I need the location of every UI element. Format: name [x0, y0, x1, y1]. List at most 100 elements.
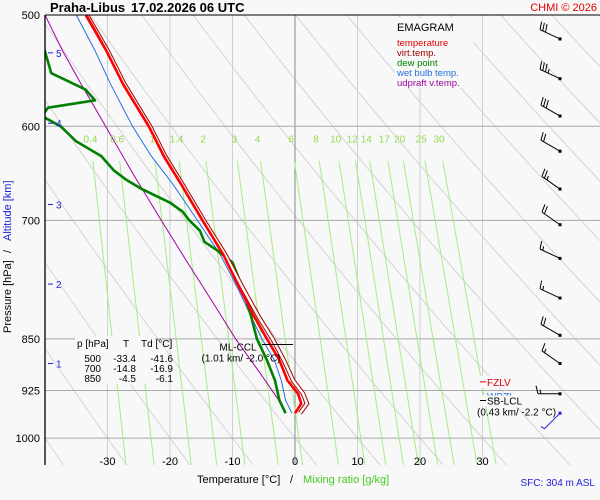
- wind-barb-station-dot: [558, 333, 562, 337]
- dry-adiabat-line: [295, 15, 600, 366]
- legend-virt-temp: virt.temp.: [397, 48, 436, 59]
- mixing-ratio-label: 20: [394, 134, 406, 145]
- wind-barb-flag: [545, 23, 548, 33]
- wind-barb-staff: [539, 29, 561, 40]
- mixing-ratio-lines: [92, 160, 497, 465]
- wind-barb: [541, 168, 562, 191]
- wind-barb-flag: [543, 98, 547, 107]
- wind-barb-flag: [540, 132, 544, 141]
- mixing-ratio-line: [119, 160, 155, 465]
- dry-adiabat-line: [141, 15, 508, 465]
- wind-barb-staff: [544, 412, 561, 430]
- datetime-title: 17.02.2026 06 UTC: [131, 0, 245, 15]
- y-tick-label: 1000: [16, 433, 40, 445]
- mixing-ratio-line: [260, 160, 304, 465]
- wind-barb-flag: [540, 316, 544, 325]
- y-tick-label: 600: [22, 121, 40, 133]
- table-cell-dewpoint: -16.9: [150, 364, 173, 375]
- annotations: 0.4 0.6 1 1.4 2 3 4 6 8 10 12 14 17 20 25 30 ML-CCL(1.01…: [84, 134, 557, 418]
- legend: EMAGRAM temperature virt.temp. dew point…: [395, 18, 473, 89]
- dry-adiabat-line: [45, 347, 128, 465]
- mixing-ratio-line: [402, 160, 455, 465]
- mixing-ratio-line: [92, 160, 127, 465]
- chart-title: EMAGRAM: [397, 22, 454, 34]
- x-axis-label: Temperature [°C]: [197, 474, 280, 486]
- mixing-ratio-label: 30: [433, 134, 445, 145]
- wind-barb-station-dot: [558, 114, 562, 118]
- mixing-ratio-line: [369, 160, 419, 465]
- wind-barb-station-dot: [558, 392, 562, 396]
- mixing-ratio-label: 17: [379, 134, 391, 145]
- altitude-tick-label: 4: [56, 119, 62, 130]
- ml-ccl-label: ML-CCL: [219, 342, 257, 353]
- dry-adiabat-line: [45, 22, 381, 465]
- wind-barb-flag: [543, 133, 547, 142]
- mixing-ratio-label: 10: [330, 134, 342, 145]
- wind-barb-station-dot: [558, 149, 562, 153]
- mixing-ratio-line: [442, 160, 497, 465]
- altitude-tick-label: 2: [56, 280, 62, 291]
- table-cell-temperature: -4.5: [119, 374, 137, 385]
- dry-adiabat-line: [448, 15, 600, 182]
- wind-barb-flag: [541, 168, 546, 177]
- legend-updraft: udpraft v.temp.: [397, 78, 460, 89]
- mixing-ratio-label: 1.4: [170, 134, 184, 145]
- wind-barb-staff: [541, 350, 561, 364]
- mixing-ratio-line: [205, 160, 246, 465]
- wind-barb-half-flag: [547, 69, 550, 74]
- series-lines: [45, 15, 310, 415]
- series-line-dew-point: [45, 46, 287, 414]
- wind-barb-station-dot: [558, 223, 562, 227]
- wind-barb-flag: [535, 385, 539, 394]
- mixing-ratio-line: [154, 160, 192, 465]
- table-cell-dewpoint: -6.1: [156, 374, 174, 385]
- wind-barb-station-dot: [558, 77, 562, 81]
- wind-barb: [540, 411, 562, 430]
- mixing-ratio-line: [424, 160, 478, 465]
- x-tick-label: -20: [162, 456, 178, 468]
- wind-barb-staff: [539, 288, 561, 299]
- wind-barb-staff: [539, 248, 561, 259]
- mixing-ratio-label: 1: [150, 134, 156, 145]
- copyright-label: CHMI © 2026: [530, 2, 597, 14]
- sb-lcl-detail: (0.43 km/ -2.2 °C): [477, 408, 556, 419]
- x-tick-label: 10: [351, 456, 363, 468]
- wind-barb-flag: [540, 96, 544, 106]
- table-cell-pressure: 850: [84, 374, 101, 385]
- table-cell-temperature: -14.8: [113, 364, 136, 375]
- wind-barb-flag: [541, 343, 546, 352]
- wind-barb: [535, 385, 562, 396]
- mixing-ratio-label: 4: [255, 134, 261, 145]
- y-tick-label: 500: [22, 10, 40, 22]
- altitude-tick-label: 5: [56, 49, 62, 60]
- dry-adiabat-line: [397, 15, 600, 242]
- altitude-tick-label: 1: [56, 360, 62, 371]
- wind-barb-staff: [540, 323, 561, 336]
- y-axis-label-group: Pressure [hPa] / Altitude [km]: [2, 180, 14, 333]
- wind-barb-flag: [539, 21, 543, 30]
- wind-barbs: [535, 21, 562, 430]
- mixing-ratio-label: 0.4: [84, 134, 98, 145]
- wind-barb-half-flag: [540, 426, 545, 430]
- x-tick-label: 20: [414, 456, 426, 468]
- dry-adiabat-line: [45, 261, 191, 465]
- wind-barb-flag: [539, 61, 543, 70]
- wind-barb-half-flag: [543, 348, 547, 353]
- altitude-tick-label: 3: [56, 200, 62, 211]
- wind-barb: [541, 343, 562, 366]
- wind-barb-flag: [543, 317, 547, 326]
- y-tick-label: 700: [22, 215, 40, 227]
- wind-barb-flag: [539, 280, 543, 289]
- legend-dew-point: dew point: [397, 58, 438, 69]
- wind-barb-staff: [540, 139, 561, 152]
- wind-barb: [539, 280, 562, 300]
- y-axis-label-altitude: Altitude [km]: [2, 180, 14, 241]
- fzlv-label-bg: [478, 375, 522, 388]
- wind-barb-flag: [542, 22, 545, 32]
- wind-barb: [539, 240, 562, 260]
- wind-barb: [540, 316, 562, 337]
- y-tick-label: 850: [22, 334, 40, 346]
- wind-barb-flag: [543, 170, 548, 179]
- wind-barb: [540, 96, 562, 118]
